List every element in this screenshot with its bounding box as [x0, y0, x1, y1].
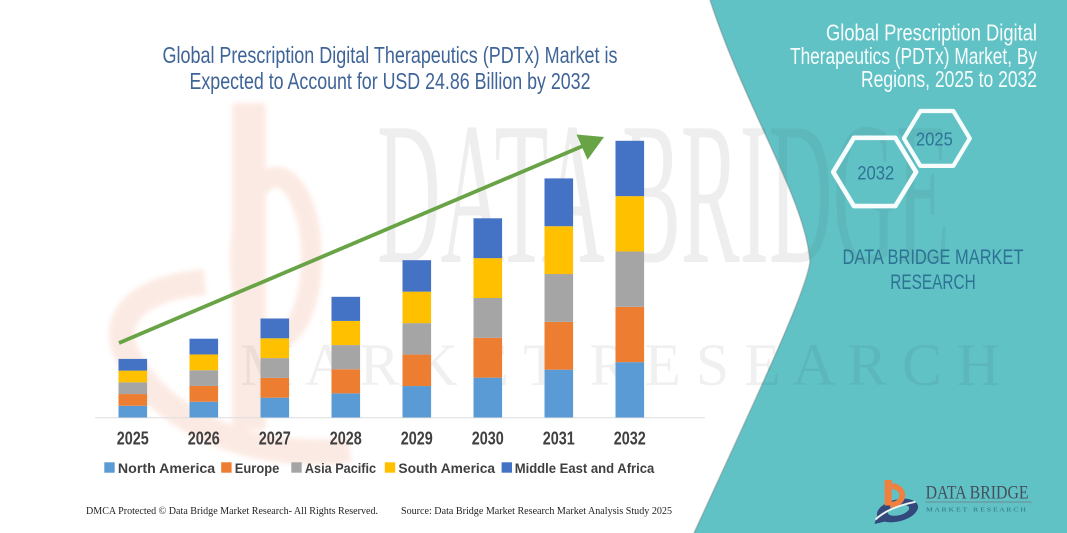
svg-text:2029: 2029: [401, 429, 433, 449]
svg-text:Regions, 2025 to 2032: Regions, 2025 to 2032: [861, 66, 1037, 92]
svg-text:Global Prescription Digital Th: Global Prescription Digital Therapeutics…: [163, 42, 618, 68]
svg-text:DMCA Protected © Data Bridge M: DMCA Protected © Data Bridge Market Rese…: [86, 506, 378, 517]
svg-text:Europe: Europe: [235, 461, 280, 476]
svg-text:DATA BRIDGE: DATA BRIDGE: [926, 482, 1029, 503]
svg-text:RESEARCH: RESEARCH: [890, 270, 976, 294]
svg-text:2027: 2027: [259, 429, 291, 449]
svg-text:2031: 2031: [543, 429, 575, 449]
svg-text:Source: Data Bridge Market Res: Source: Data Bridge Market Research Mark…: [401, 506, 672, 517]
svg-text:2025: 2025: [916, 128, 953, 149]
svg-text:Global Prescription Digital: Global Prescription Digital: [826, 20, 1037, 46]
svg-text:2028: 2028: [330, 429, 362, 449]
svg-text:2032: 2032: [614, 429, 646, 449]
svg-text:Middle East and Africa: Middle East and Africa: [515, 461, 655, 476]
svg-text:South America: South America: [398, 461, 495, 476]
svg-text:DATA BRIDGE MARKET: DATA BRIDGE MARKET: [843, 245, 1024, 269]
svg-text:Asia Pacific: Asia Pacific: [305, 461, 377, 476]
svg-text:2032: 2032: [857, 163, 894, 184]
svg-text:2025: 2025: [117, 429, 149, 449]
svg-text:Therapeutics (PDTx) Market, By: Therapeutics (PDTx) Market, By: [790, 43, 1037, 69]
svg-text:2026: 2026: [188, 429, 220, 449]
svg-text:DATA BRIDGE: DATA BRIDGE: [377, 81, 950, 307]
svg-text:Expected to Account for USD 24: Expected to Account for USD 24.86 Billio…: [190, 68, 591, 94]
svg-text:2030: 2030: [472, 429, 504, 449]
svg-text:M A R K E T R E S E A R C H: M A R K E T R E S E A R C H: [926, 507, 1027, 514]
svg-text:North America: North America: [118, 461, 216, 476]
